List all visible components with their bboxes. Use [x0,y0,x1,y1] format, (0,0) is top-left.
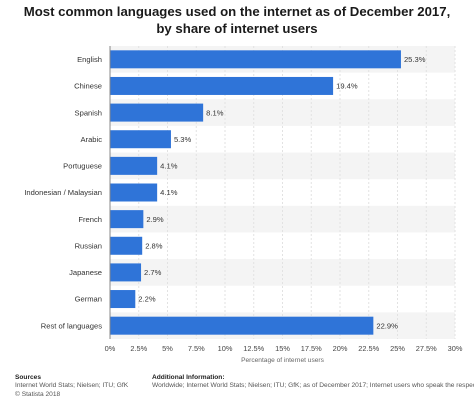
value-label: 19.4% [336,82,358,91]
bar [110,183,158,202]
x-tick-label: 2.5% [130,344,147,353]
x-tick-label: 22.5% [358,344,379,353]
value-label: 5.3% [174,135,192,144]
value-label: 2.7% [144,268,162,277]
chart-title-line-1: Most common languages used on the intern… [23,4,451,19]
value-label: 2.8% [145,241,163,250]
x-tick-label: 7.5% [188,344,205,353]
value-label: 4.1% [160,188,178,197]
bar [110,76,334,95]
x-tick-label: 10% [218,344,233,353]
category-label: German [75,295,102,304]
value-label: 22.9% [376,321,398,330]
x-tick-label: 5% [162,344,173,353]
x-tick-label: 27.5% [416,344,437,353]
x-tick-label: 12.5% [243,344,264,353]
bar-chart: 0% 2.5% 5% 7.5% 10% 12.5% 15% 17.5% 20% 22.5% 25% 2… [24,46,463,364]
x-tick-label: 15% [275,344,290,353]
category-label: French [78,215,102,224]
copyright-text: © Statista 2018 [15,390,61,398]
category-label: Chinese [74,82,102,91]
bar [110,210,144,229]
bar [110,290,136,309]
sources-heading: Sources [15,374,42,381]
category-label: Portuguese [63,162,102,171]
value-label: 2.9% [146,215,164,224]
bar [110,263,142,282]
x-tick-label: 25% [390,344,405,353]
x-tick-label: 17.5% [301,344,322,353]
x-tick-label: 0% [105,344,116,353]
bar [110,103,204,122]
category-label: Russian [75,241,102,250]
additional-info-text: Worldwide; Internet World Stats; Nielsen… [152,382,474,390]
chart-title-line-2: by share of internet users [156,21,318,36]
x-axis-title: Percentage of internet users [241,357,325,364]
chart-title: Most common languages used on the intern… [0,3,474,37]
bar [110,50,401,69]
category-label: Indonesian / Malaysian [24,188,102,197]
bar [110,236,143,255]
bar [110,156,158,175]
x-tick-label: 20% [333,344,348,353]
category-label: English [77,55,102,64]
bar [110,130,171,149]
value-label: 4.1% [160,162,178,171]
additional-info-heading: Additional Information: [152,374,225,381]
value-label: 8.1% [206,108,224,117]
category-label: Rest of languages [41,321,102,330]
bar [110,316,374,335]
category-label: Japanese [69,268,102,277]
additional-info-block: Additional Information: Worldwide; Inter… [152,374,474,391]
sources-block: Sources Internet World Stats; Nielsen; I… [15,374,128,399]
value-label: 2.2% [138,295,156,304]
x-tick-label: 30% [448,344,463,353]
category-label: Arabic [80,135,102,144]
sources-text: Internet World Stats; Nielsen; ITU; GfK [15,382,129,390]
category-label: Spanish [75,108,102,117]
value-label: 25.3% [404,55,426,64]
